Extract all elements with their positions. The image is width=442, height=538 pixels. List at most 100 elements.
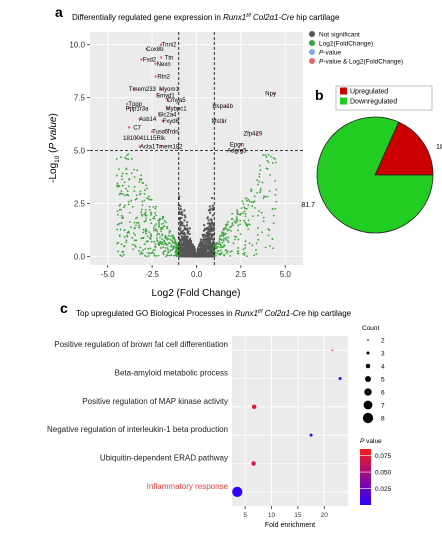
volcano-point-log2fc xyxy=(175,241,178,244)
volcano-point-log2fc xyxy=(141,181,144,184)
volcano-point-log2fc xyxy=(139,246,142,249)
volcano-x-tick-label: 0.0 xyxy=(191,270,203,279)
volcano-point-log2fc xyxy=(230,250,233,253)
volcano-point-log2fc xyxy=(223,244,226,247)
pvalue-legend: P value 0.075 0.050 0.025 xyxy=(360,438,392,505)
volcano-point-log2fc xyxy=(261,181,264,184)
volcano-point-significant xyxy=(163,130,166,133)
volcano-point-log2fc xyxy=(175,255,178,258)
volcano-point-significant xyxy=(145,47,148,51)
volcano-point-log2fc xyxy=(127,230,130,233)
volcano-point-log2fc xyxy=(153,240,155,243)
volcano-point-log2fc xyxy=(119,203,122,206)
volcano-point-log2fc xyxy=(262,216,265,219)
volcano-point-log2fc xyxy=(257,227,259,229)
volcano-point-log2fc xyxy=(244,197,247,200)
volcano-point-not-significant xyxy=(189,246,192,249)
volcano-point-log2fc xyxy=(144,214,147,217)
volcano-point-not-significant xyxy=(202,251,205,254)
volcano-point-significant xyxy=(221,119,225,123)
volcano-point-not-significant xyxy=(209,253,212,256)
volcano-point-log2fc xyxy=(120,156,122,159)
volcano-point-log2fc xyxy=(125,168,128,171)
volcano-point-not-significant xyxy=(201,248,205,251)
volcano-point-not-significant xyxy=(209,222,212,225)
volcano-point-significant xyxy=(138,117,141,121)
volcano-point-log2fc xyxy=(242,252,245,255)
volcano-point-log2fc xyxy=(142,228,145,231)
volcano-title: Differentially regulated gene expression… xyxy=(72,13,340,22)
volcano-point-log2fc xyxy=(221,231,224,233)
volcano-point-log2fc xyxy=(140,237,143,239)
volcano-point-log2fc xyxy=(244,207,246,210)
volcano-point-log2fc xyxy=(134,245,137,248)
volcano-point-log2fc xyxy=(275,200,278,203)
volcano-point-not-significant xyxy=(195,255,198,258)
volcano-point-not-significant xyxy=(179,205,182,208)
pvalue-legend-gradient xyxy=(360,449,371,505)
volcano-point-log2fc xyxy=(172,237,174,240)
volcano-point-not-significant xyxy=(183,246,186,250)
volcano-point-log2fc xyxy=(151,251,154,254)
volcano-point-log2fc xyxy=(148,231,150,234)
volcano-point-log2fc xyxy=(272,247,274,249)
volcano-point-log2fc xyxy=(242,212,245,215)
volcano-legend-label: Log2(FoldChange) xyxy=(319,41,373,48)
volcano-point-not-significant xyxy=(208,249,211,253)
volcano-point-log2fc xyxy=(145,229,147,232)
volcano-point-not-significant xyxy=(177,204,180,207)
volcano-point-not-significant xyxy=(192,255,195,258)
volcano-point-log2fc xyxy=(227,236,230,239)
volcano-point-log2fc xyxy=(124,156,127,159)
volcano-point-log2fc xyxy=(239,233,242,236)
volcano-point-log2fc xyxy=(141,200,144,203)
volcano-point-not-significant xyxy=(184,239,188,242)
volcano-point-log2fc xyxy=(238,213,241,216)
volcano-point-log2fc xyxy=(219,234,221,237)
volcano-point-log2fc xyxy=(171,239,173,242)
pie-slice-upregulated xyxy=(374,121,434,176)
volcano-point-log2fc xyxy=(135,197,138,200)
volcano-point-not-significant xyxy=(212,224,215,227)
volcano-point-log2fc xyxy=(155,214,157,217)
volcano-point-log2fc xyxy=(165,255,168,258)
volcano-point-log2fc xyxy=(166,254,169,257)
go-x-tick-label: 10 xyxy=(268,512,276,519)
volcano-point-log2fc xyxy=(125,154,128,157)
volcano-point-log2fc xyxy=(118,222,121,225)
pie-label-downregulated: 81.7 xyxy=(301,202,315,209)
volcano-point-log2fc xyxy=(274,180,277,182)
volcano-point-log2fc xyxy=(147,197,150,200)
volcano-gene-label: Fxyd6 xyxy=(163,119,180,125)
volcano-point-not-significant xyxy=(211,241,215,244)
volcano-point-log2fc xyxy=(245,223,248,226)
volcano-x-axis-label: Log2 (Fold Change) xyxy=(152,288,241,299)
volcano-point-log2fc xyxy=(141,252,143,255)
volcano-point-log2fc xyxy=(134,234,137,236)
volcano-point-log2fc xyxy=(262,197,265,200)
volcano-point-not-significant xyxy=(188,241,191,244)
volcano-point-log2fc xyxy=(119,192,122,195)
volcano-point-log2fc xyxy=(155,223,158,226)
volcano-gene-label: 1810041L15Rik xyxy=(123,136,166,142)
volcano-legend-label: P-value xyxy=(319,50,341,57)
volcano-point-log2fc xyxy=(118,235,121,238)
volcano-point-log2fc xyxy=(159,242,162,245)
volcano-point-log2fc xyxy=(261,231,264,234)
volcano-point-log2fc xyxy=(122,193,124,195)
volcano-point-log2fc xyxy=(162,246,165,249)
volcano-point-log2fc xyxy=(157,254,160,257)
volcano-gene-label: Acta1 xyxy=(140,144,156,150)
volcano-point-log2fc xyxy=(244,247,247,249)
volcano-point-not-significant xyxy=(198,244,201,247)
volcano-point-not-significant xyxy=(181,248,184,251)
volcano-point-log2fc xyxy=(139,193,141,196)
volcano-point-significant xyxy=(225,104,228,108)
volcano-point-log2fc xyxy=(133,227,136,230)
volcano-point-log2fc xyxy=(125,172,128,175)
volcano-point-not-significant xyxy=(186,227,189,230)
volcano-point-log2fc xyxy=(257,214,259,217)
volcano-point-log2fc xyxy=(222,228,225,231)
volcano-point-log2fc xyxy=(143,199,146,202)
volcano-point-log2fc xyxy=(154,229,157,232)
